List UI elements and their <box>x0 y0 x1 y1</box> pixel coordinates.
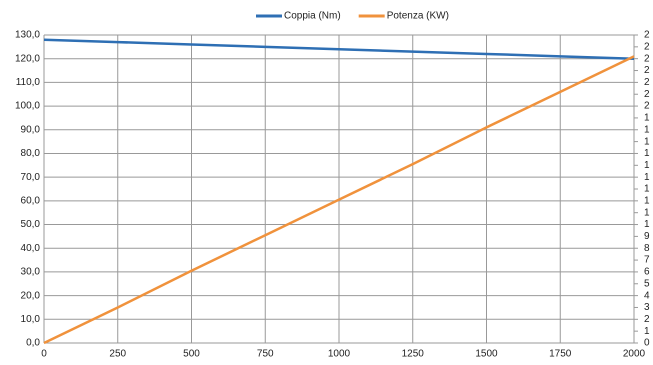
x-tick-label: 2000 <box>623 349 646 360</box>
y2-tick-label: 5 <box>644 278 650 289</box>
y2-tick-label: 1 <box>644 160 650 171</box>
y2-tick-label: 1 <box>644 172 650 183</box>
x-tick-label: 500 <box>183 349 200 360</box>
y2-tick-label: 1 <box>644 219 650 230</box>
series-line <box>43 55 635 345</box>
y2-tick-label: 1 <box>644 207 650 218</box>
y2-tick-label: 2 <box>644 65 650 76</box>
y-tick-label: 20,0 <box>21 290 41 301</box>
y2-tick-label: 1 <box>644 136 650 147</box>
y-tick-label: 40,0 <box>21 243 41 254</box>
legend-label: Potenza (KW) <box>387 11 449 22</box>
series-line <box>43 38 635 60</box>
x-tick-label: 250 <box>109 349 126 360</box>
y-tick-label: 110,0 <box>16 77 41 88</box>
y2-tick-label: 2 <box>644 89 650 100</box>
y-tick-label: 130,0 <box>15 30 40 41</box>
y2-tick-label: 2 <box>644 314 650 325</box>
y2-tick-label: 2 <box>644 41 650 52</box>
y2-tick-label: 2 <box>644 53 650 64</box>
y2-tick-label: 1 <box>644 113 650 124</box>
legend-label: Coppia (Nm) <box>284 11 341 22</box>
y-tick-label: 30,0 <box>21 267 41 278</box>
y2-tick-label: 1 <box>644 195 650 206</box>
y2-tick-label: 2 <box>644 77 650 88</box>
y2-tick-label: 6 <box>644 267 650 278</box>
y2-tick-label: 1 <box>644 148 650 159</box>
x-tick-label: 0 <box>41 349 47 360</box>
x-tick-label: 1250 <box>402 349 425 360</box>
y-tick-label: 10,0 <box>21 314 41 325</box>
x-tick-label: 1000 <box>328 349 351 360</box>
y2-tick-label: 1 <box>644 326 650 337</box>
x-tick-label: 1750 <box>549 349 572 360</box>
y-tick-label: 0,0 <box>26 338 40 349</box>
y2-tick-label: 2 <box>644 30 650 41</box>
x-tick-label: 1500 <box>475 349 498 360</box>
y2-tick-label: 1 <box>644 184 650 195</box>
y2-tick-label: 4 <box>644 290 650 301</box>
y2-tick-label: 2 <box>644 101 650 112</box>
x-tick-label: 750 <box>257 349 274 360</box>
y-tick-label: 70,0 <box>21 172 41 183</box>
y2-tick-label: 7 <box>644 255 650 266</box>
y-tick-label: 100,0 <box>15 101 40 112</box>
y2-tick-label: 1 <box>644 124 650 135</box>
y-tick-label: 50,0 <box>21 219 41 230</box>
y-tick-label: 120,0 <box>15 53 40 64</box>
y2-tick-label: 8 <box>644 243 650 254</box>
y2-tick-label: 3 <box>644 302 650 313</box>
y2-tick-label: 9 <box>644 231 650 242</box>
y-tick-label: 80,0 <box>21 148 41 159</box>
y2-tick-label: 0 <box>644 338 650 349</box>
y-tick-label: 90,0 <box>21 124 41 135</box>
y-tick-label: 60,0 <box>21 195 41 206</box>
